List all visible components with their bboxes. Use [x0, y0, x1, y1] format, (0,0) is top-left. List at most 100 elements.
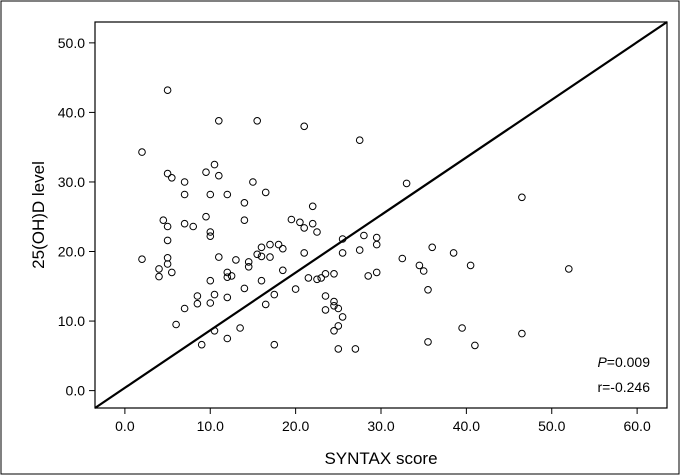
data-point-108 — [518, 329, 526, 338]
data-point-4 — [155, 272, 163, 281]
x-tick-label-2: 20.0 — [282, 418, 309, 434]
data-point-30 — [210, 290, 219, 299]
x-tick-label-5: 50.0 — [538, 418, 565, 434]
data-point-101 — [424, 338, 432, 346]
data-point-95 — [372, 268, 381, 277]
data-point-44 — [240, 216, 249, 224]
data-point-11 — [163, 260, 172, 268]
data-point-19 — [193, 292, 202, 300]
data-point-78 — [330, 270, 338, 278]
data-point-66 — [300, 122, 309, 131]
data-point-87 — [338, 313, 347, 321]
p-value-symbol: P — [597, 354, 607, 370]
data-point-9 — [163, 236, 172, 245]
data-point-106 — [471, 341, 479, 350]
x-tick-label-1: 10.0 — [197, 418, 224, 434]
data-point-107 — [518, 193, 526, 202]
data-point-69 — [304, 274, 313, 282]
data-point-102 — [428, 243, 437, 252]
y-tick-label-4: 40.0 — [58, 104, 85, 120]
data-point-65 — [296, 218, 304, 227]
data-point-81 — [330, 327, 338, 335]
x-tick-label-3: 30.0 — [367, 418, 394, 434]
data-point-38 — [223, 293, 232, 302]
data-point-51 — [257, 243, 266, 252]
data-point-26 — [206, 232, 215, 240]
data-point-34 — [215, 253, 223, 261]
data-point-74 — [317, 274, 326, 282]
data-point-47 — [244, 263, 253, 271]
data-point-72 — [313, 228, 321, 236]
data-point-77 — [321, 306, 330, 314]
data-point-63 — [287, 215, 296, 224]
data-point-31 — [210, 327, 219, 335]
data-point-15 — [180, 190, 189, 199]
data-point-25 — [206, 228, 215, 236]
data-point-59 — [270, 340, 279, 349]
x-tick-label-0: 0.0 — [115, 418, 135, 434]
data-point-12 — [168, 268, 176, 277]
data-point-96 — [398, 254, 407, 263]
data-point-3 — [155, 265, 163, 273]
data-point-86 — [338, 249, 347, 257]
data-point-1 — [138, 148, 146, 156]
data-point-109 — [565, 265, 573, 273]
data-point-62 — [279, 266, 287, 275]
data-point-8 — [168, 174, 176, 182]
data-point-17 — [180, 304, 189, 313]
data-point-82 — [334, 304, 343, 313]
data-point-98 — [415, 261, 424, 270]
data-point-99 — [419, 267, 428, 275]
data-point-85 — [338, 235, 347, 243]
y-tick-label-3: 30.0 — [58, 174, 85, 190]
data-point-24 — [206, 190, 215, 199]
data-point-7 — [163, 169, 172, 178]
data-point-67 — [300, 224, 309, 232]
data-point-5 — [159, 216, 168, 224]
data-point-61 — [279, 244, 287, 253]
y-tick-label-0: 0.0 — [66, 383, 86, 399]
data-point-0 — [163, 86, 172, 94]
y-tick-label-1: 10.0 — [58, 313, 85, 329]
p-value-annotation: P=0.009 — [597, 354, 650, 370]
data-point-103 — [449, 249, 458, 257]
data-point-88 — [351, 345, 360, 353]
data-point-6 — [163, 222, 172, 231]
data-point-68 — [300, 249, 309, 257]
data-point-76 — [321, 292, 330, 300]
data-point-46 — [244, 258, 253, 266]
data-point-60 — [274, 240, 283, 249]
data-point-28 — [206, 299, 215, 307]
y-tick-label-2: 20.0 — [58, 244, 85, 260]
data-point-104 — [458, 324, 466, 332]
data-point-92 — [364, 272, 373, 280]
data-point-18 — [189, 222, 197, 231]
data-point-41 — [232, 256, 240, 264]
data-point-13 — [172, 320, 180, 329]
data-point-42 — [236, 324, 244, 332]
data-point-23 — [202, 212, 210, 221]
data-point-100 — [424, 286, 432, 294]
data-point-43 — [240, 199, 249, 207]
y-axis-title: 25(OH)D level — [29, 161, 48, 269]
data-point-45 — [240, 284, 249, 293]
data-point-57 — [266, 253, 274, 261]
data-point-33 — [215, 171, 223, 180]
p-value-number: =0.009 — [607, 354, 650, 370]
x-tick-label-4: 40.0 — [453, 418, 480, 434]
data-point-20 — [193, 299, 202, 308]
r-value-annotation: r=-0.246 — [597, 379, 650, 395]
reference-line — [94, 21, 668, 409]
data-point-58 — [270, 290, 279, 299]
data-point-37 — [223, 273, 232, 282]
data-point-49 — [253, 117, 262, 125]
data-point-16 — [180, 219, 189, 228]
data-point-55 — [261, 300, 270, 309]
data-point-29 — [210, 160, 219, 169]
data-point-84 — [334, 345, 343, 353]
data-point-48 — [249, 178, 257, 186]
data-point-52 — [257, 252, 266, 261]
x-tick-label-6: 60.0 — [623, 418, 650, 434]
data-point-89 — [355, 136, 364, 144]
